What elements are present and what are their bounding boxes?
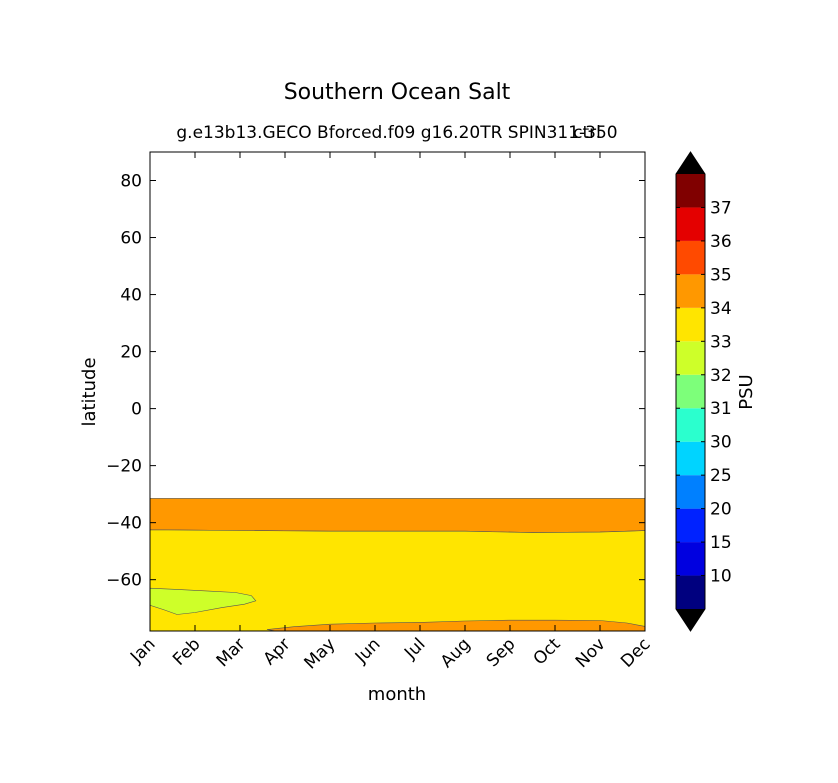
x-tick-label: May bbox=[301, 634, 340, 673]
y-tick-label: −20 bbox=[106, 457, 142, 477]
colorbar-tick-label: 36 bbox=[710, 232, 732, 252]
x-tick-label: Jan bbox=[126, 634, 159, 667]
colorbar-tick-label: 20 bbox=[710, 500, 732, 520]
x-tick-label: Mar bbox=[213, 634, 250, 671]
colorbar-swatch bbox=[676, 341, 705, 375]
y-tick-label: 60 bbox=[120, 229, 142, 249]
colorbar-outline bbox=[675, 151, 706, 632]
colorbar-swatch bbox=[676, 274, 705, 308]
colorbar-swatch bbox=[676, 207, 705, 241]
chart-subtitle-overlap: ctrl bbox=[573, 123, 601, 143]
colorbar: 10 15 20 25 30 31 32 33 34 35 36 37 bbox=[675, 151, 732, 632]
y-axis-label: latitude bbox=[79, 357, 100, 426]
chart-subtitle: g.e13b13.GECO Bforced.f09 g16.20TR SPIN3… bbox=[176, 123, 617, 143]
colorbar-tick-label: 35 bbox=[710, 265, 732, 285]
colorbar-swatch bbox=[676, 441, 705, 476]
colorbar-over-arrow bbox=[676, 152, 705, 174]
colorbar-swatch bbox=[676, 542, 705, 576]
colorbar-tick-label: 34 bbox=[710, 299, 732, 319]
y-tick-label: 20 bbox=[120, 343, 142, 363]
colorbar-label: PSU bbox=[736, 374, 757, 409]
colorbar-swatch bbox=[676, 575, 705, 609]
contour-region-3 bbox=[149, 587, 257, 615]
x-tick-label: Jul bbox=[400, 634, 429, 663]
x-tick-label: Sep bbox=[483, 634, 520, 671]
y-tick-label: 80 bbox=[120, 172, 142, 192]
colorbar-tick-label: 32 bbox=[710, 366, 732, 386]
colorbar-tick-label: 30 bbox=[710, 433, 732, 453]
colorbar-swatch bbox=[676, 408, 705, 442]
colorbar-swatch bbox=[676, 475, 705, 509]
x-axis-label: month bbox=[368, 684, 426, 705]
x-tick-label: Feb bbox=[169, 634, 204, 669]
colorbar-swatch bbox=[676, 174, 705, 208]
colorbar-tick-label: 25 bbox=[710, 466, 732, 486]
y-axis: 80 60 40 20 0 −20 −40 −60 bbox=[106, 172, 645, 591]
y-tick-label: −60 bbox=[106, 571, 142, 591]
colorbar-swatch bbox=[676, 240, 705, 275]
y-tick-label: 40 bbox=[120, 286, 142, 306]
contour-region-0 bbox=[149, 498, 646, 533]
colorbar-tick-label: 33 bbox=[710, 332, 732, 352]
x-tick-label: Dec bbox=[617, 634, 654, 671]
colorbar-swatch bbox=[676, 508, 705, 543]
colorbar-under-arrow bbox=[676, 609, 705, 631]
colorbar-swatch bbox=[676, 374, 705, 409]
y-tick-label: 0 bbox=[131, 400, 142, 420]
chart-title: Southern Ocean Salt bbox=[284, 80, 511, 105]
colorbar-swatch bbox=[676, 307, 705, 342]
x-tick-label: Apr bbox=[260, 634, 295, 669]
colorbar-tick-label: 31 bbox=[710, 399, 732, 419]
plot-frame bbox=[149, 151, 646, 632]
x-tick-label: Aug bbox=[437, 634, 475, 672]
x-tick-label: Nov bbox=[572, 634, 610, 672]
y-tick-label: −40 bbox=[106, 514, 142, 534]
colorbar-tick-label: 10 bbox=[710, 567, 732, 587]
colorbar-tick-label: 15 bbox=[710, 533, 732, 553]
x-tick-label: Jun bbox=[351, 634, 385, 668]
x-tick-label: Oct bbox=[530, 634, 565, 669]
colorbar-tick-label: 37 bbox=[710, 198, 732, 218]
contour-region-1 bbox=[149, 529, 646, 632]
plot-area bbox=[149, 498, 646, 632]
